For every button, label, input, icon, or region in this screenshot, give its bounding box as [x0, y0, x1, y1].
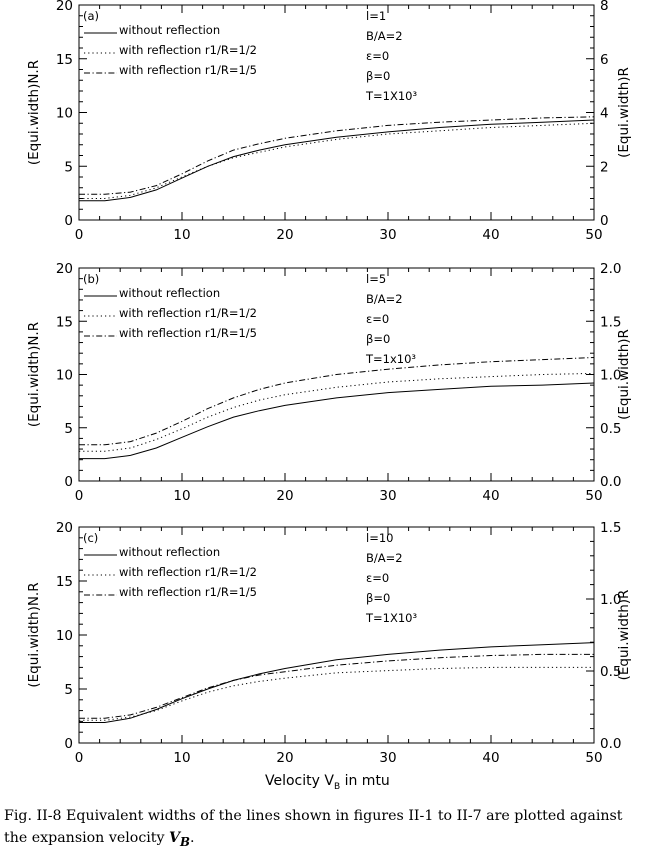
x-tick-label: 30: [379, 488, 396, 504]
y-tick-label: 10: [56, 628, 73, 644]
y2-tick-label: 0.5: [600, 421, 621, 437]
series-line-solid: [79, 382, 595, 460]
parameter-label: β=0: [366, 69, 390, 83]
series-line-dotted: [79, 666, 594, 721]
y-tick-label: 15: [56, 574, 73, 590]
y2-tick-label: 8: [600, 0, 609, 14]
legend-entry: with reflection r1/R=1/2: [119, 43, 257, 57]
caption-symbol: VB: [169, 830, 191, 849]
y2-tick-label: 1.0: [600, 592, 621, 608]
y2-tick-label: 1.0: [600, 368, 621, 384]
y-tick-label: 5: [64, 421, 73, 437]
x-tick-label: 40: [482, 227, 499, 243]
x-tick-label: 20: [276, 227, 293, 243]
y-tick-label: 0: [64, 474, 73, 490]
y2-tick-label: 0.5: [600, 664, 621, 680]
y-tick-label: 15: [56, 52, 73, 68]
series-line-dashdot: [79, 357, 595, 446]
x-tick-label: 40: [482, 750, 499, 766]
series-line-solid: [79, 642, 595, 723]
parameter-label: B/A=2: [366, 551, 403, 565]
x-tick-label: 0: [75, 750, 84, 766]
x-tick-label: 10: [173, 227, 190, 243]
y-tick-label: 0: [64, 213, 73, 229]
y-tick-label: 10: [56, 106, 73, 122]
y2-axis-label: (Equi.width)R: [616, 329, 632, 420]
y2-tick-label: 0: [600, 213, 609, 229]
figure-caption: Fig. II-8 Equivalent widths of the lines…: [4, 808, 623, 849]
series-line-dotted: [79, 122, 595, 199]
legend-entry: without reflection: [119, 286, 220, 300]
y-tick-label: 10: [56, 368, 73, 384]
x-tick-label: 10: [173, 750, 190, 766]
legend-entry: with reflection r1/R=1/5: [119, 585, 257, 599]
y-tick-label: 15: [56, 314, 73, 330]
panel-label: (b): [83, 272, 99, 286]
x-tick-label: 20: [276, 488, 293, 504]
panel-label: (a): [83, 9, 99, 23]
y-tick-label: 20: [56, 0, 73, 14]
y2-tick-label: 1.5: [600, 520, 621, 536]
x-tick-label: 50: [585, 488, 602, 504]
parameter-label: T=1x10³: [365, 352, 416, 366]
y-tick-label: 0: [64, 736, 73, 752]
parameter-label: β=0: [366, 332, 390, 346]
parameter-label: B/A=2: [366, 292, 403, 306]
parameter-label: T=1X10³: [365, 611, 417, 625]
y-axis-label: (Equi.width)N.R: [26, 60, 42, 165]
caption-text: Fig. II-8 Equivalent widths of the lines…: [4, 808, 623, 846]
series-line-solid: [79, 119, 595, 202]
legend-entry: with reflection r1/R=1/2: [119, 565, 257, 579]
y-axis-label: (Equi.width)N.R: [26, 322, 42, 427]
panel-label: (c): [83, 531, 98, 545]
parameter-label: T=1X10³: [365, 89, 417, 103]
y-tick-label: 5: [64, 682, 73, 698]
x-tick-label: 50: [585, 227, 602, 243]
chart-panel: 0 10 20 30 40 50 0 5 10 15 20 0.0 0.5 1.0 1.5 (Equi.wid…: [26, 520, 632, 792]
series-line-dotted: [79, 372, 595, 452]
x-tick-label: 40: [482, 488, 499, 504]
y2-tick-label: 0.0: [600, 736, 621, 752]
y-tick-label: 20: [56, 520, 73, 536]
x-tick-label: 0: [75, 488, 84, 504]
parameter-label: β=0: [366, 591, 390, 605]
x-tick-label: 50: [585, 750, 602, 766]
parameter-label: ε=0: [366, 312, 389, 326]
series-line-dashdot: [79, 653, 594, 719]
parameter-label: ε=0: [366, 49, 389, 63]
plot-frame: [78, 4, 595, 221]
x-tick-label: 30: [379, 227, 396, 243]
x-tick-label: 20: [276, 750, 293, 766]
y2-tick-label: 2.0: [600, 261, 621, 277]
chart-panel: 0 10 20 30 40 50 0 5 10 15 20 0.0 0.5 1.0 1.5 2.0 (Equi.…: [26, 261, 632, 504]
plot-frame: [78, 526, 595, 744]
parameter-label: ε=0: [366, 571, 389, 585]
x-tick-label: 0: [75, 227, 84, 243]
legend-entry: with reflection r1/R=1/5: [119, 63, 257, 77]
x-tick-label: 30: [379, 750, 396, 766]
parameter-label: l=10: [366, 531, 393, 545]
legend-entry: without reflection: [119, 545, 220, 559]
y2-axis-label: (Equi.width)R: [616, 67, 632, 158]
x-tick-label: 10: [173, 488, 190, 504]
legend-entry: without reflection: [119, 23, 220, 37]
parameter-label: l=5: [366, 272, 386, 286]
x-axis-label: Velocity VB in mtu: [265, 773, 390, 792]
legend-entry: with reflection r1/R=1/5: [119, 326, 257, 340]
y-tick-label: 20: [56, 261, 73, 277]
chart-panel: 0 10 20 30 40 500510152002468(Equi.width)N.R(…: [26, 0, 632, 243]
y2-tick-label: 0.0: [600, 474, 621, 490]
figure-plots: 0 10 20 30 40 500510152002468(Equi.width)N.R(…: [26, 0, 632, 792]
y2-tick-label: 2: [600, 159, 609, 175]
series-line-dashdot: [79, 116, 595, 195]
parameter-label: B/A=2: [366, 29, 403, 43]
y-axis-label: (Equi.width)N.R: [26, 582, 42, 687]
y2-tick-label: 4: [600, 106, 609, 122]
parameter-label: l=1: [366, 9, 386, 23]
y2-tick-label: 1.5: [600, 314, 621, 330]
legend-entry: with reflection r1/R=1/2: [119, 306, 257, 320]
y2-axis-label: (Equi.width)R: [616, 590, 632, 681]
y-tick-label: 5: [64, 159, 73, 175]
y2-tick-label: 6: [600, 52, 609, 68]
